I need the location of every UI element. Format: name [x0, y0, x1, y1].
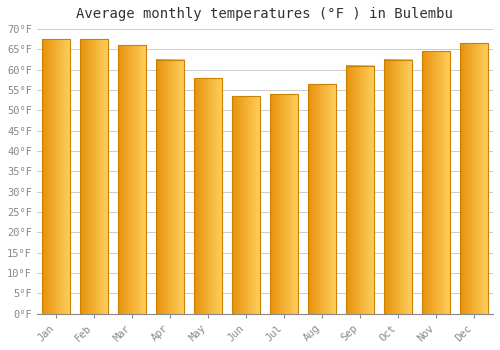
Bar — [232, 96, 260, 314]
Bar — [270, 94, 298, 314]
Bar — [42, 39, 70, 314]
Bar — [308, 84, 336, 314]
Bar — [80, 39, 108, 314]
Bar — [422, 51, 450, 314]
Bar — [460, 43, 488, 314]
Title: Average monthly temperatures (°F ) in Bulembu: Average monthly temperatures (°F ) in Bu… — [76, 7, 454, 21]
Bar — [194, 78, 222, 314]
Bar — [118, 45, 146, 314]
Bar — [384, 60, 412, 314]
Bar — [346, 66, 374, 314]
Bar — [156, 60, 184, 314]
